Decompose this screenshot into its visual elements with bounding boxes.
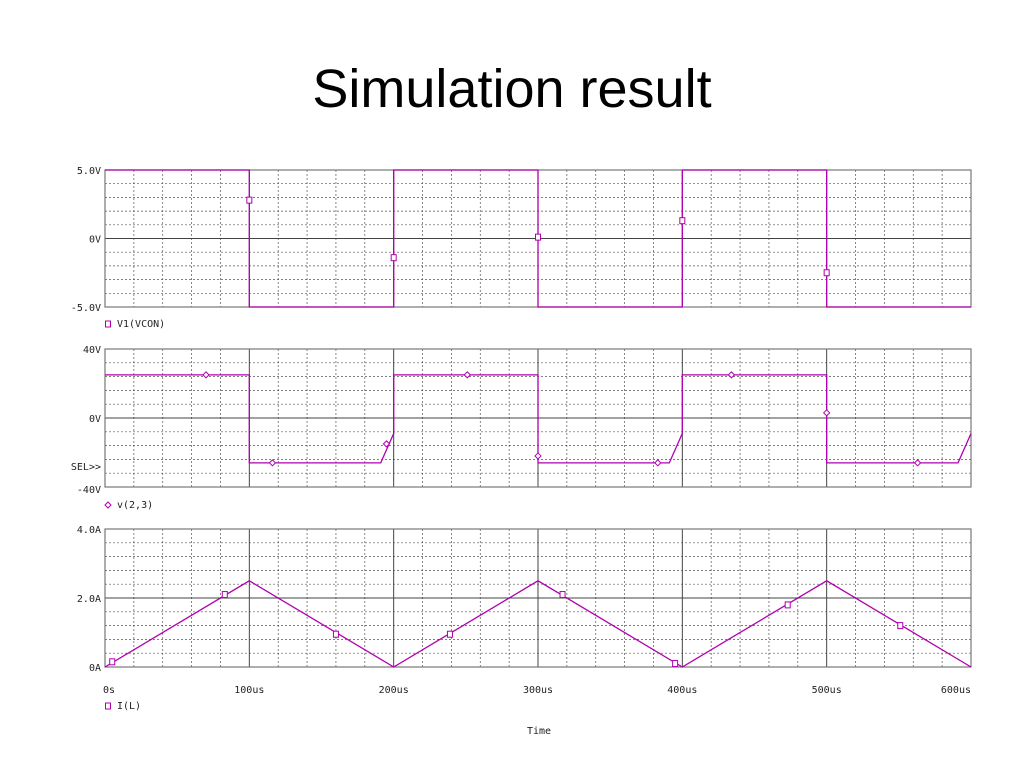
x-tick-label: 100us — [234, 685, 264, 696]
y-tick-label: 0V — [89, 414, 101, 425]
panel-frame — [104, 348, 972, 488]
trace-marker — [654, 459, 662, 467]
y-tick-label: -40V — [77, 485, 101, 496]
trace-marker — [823, 269, 830, 277]
x-tick-label: 600us — [941, 685, 971, 696]
trace-marker — [535, 233, 541, 241]
trace-marker — [390, 254, 397, 262]
trace-marker — [727, 371, 736, 379]
legend-label: v(2,3) — [117, 500, 153, 511]
x-tick-label: 300us — [523, 685, 553, 696]
y-tick-label: -5.0V — [71, 303, 101, 314]
trace-marker — [679, 217, 686, 225]
legend-marker — [104, 501, 112, 509]
trace-marker — [534, 452, 542, 460]
trace-marker — [913, 459, 922, 467]
slide-title: Simulation result — [312, 59, 712, 119]
trace-marker — [332, 630, 339, 638]
trace-marker — [109, 658, 116, 666]
trace-marker — [559, 591, 566, 599]
legend-label: I(L) — [117, 701, 141, 712]
trace-marker — [897, 622, 904, 630]
x-tick-label: 500us — [812, 685, 842, 696]
trace-marker — [268, 459, 277, 467]
trace-marker — [382, 440, 391, 448]
y-tick-label: 2.0A — [77, 594, 101, 605]
selector-label: SEL>> — [71, 462, 101, 473]
trace-marker — [784, 601, 791, 609]
trace-marker — [446, 630, 453, 638]
trace-marker — [202, 371, 210, 379]
x-axis-label: Time — [527, 726, 551, 737]
x-tick-label: 400us — [667, 685, 697, 696]
y-tick-label: 4.0A — [77, 525, 101, 536]
x-tick-label: 0s — [103, 685, 115, 696]
legend-label: V1(VCON) — [117, 319, 165, 330]
trace-marker — [463, 371, 471, 379]
y-tick-label: 0A — [89, 663, 101, 674]
trace-marker — [246, 196, 253, 204]
legend-marker — [105, 320, 111, 328]
y-tick-label: 40V — [83, 345, 101, 356]
panel-frame — [104, 528, 972, 668]
trace-line — [104, 580, 972, 668]
trace-marker — [221, 591, 228, 599]
y-tick-label: 5.0V — [77, 166, 101, 177]
legend-marker — [105, 702, 111, 710]
x-tick-label: 200us — [379, 685, 409, 696]
trace-line — [105, 374, 972, 464]
trace-marker — [672, 660, 679, 668]
trace-marker — [822, 409, 831, 417]
y-tick-label: 0V — [89, 235, 101, 246]
